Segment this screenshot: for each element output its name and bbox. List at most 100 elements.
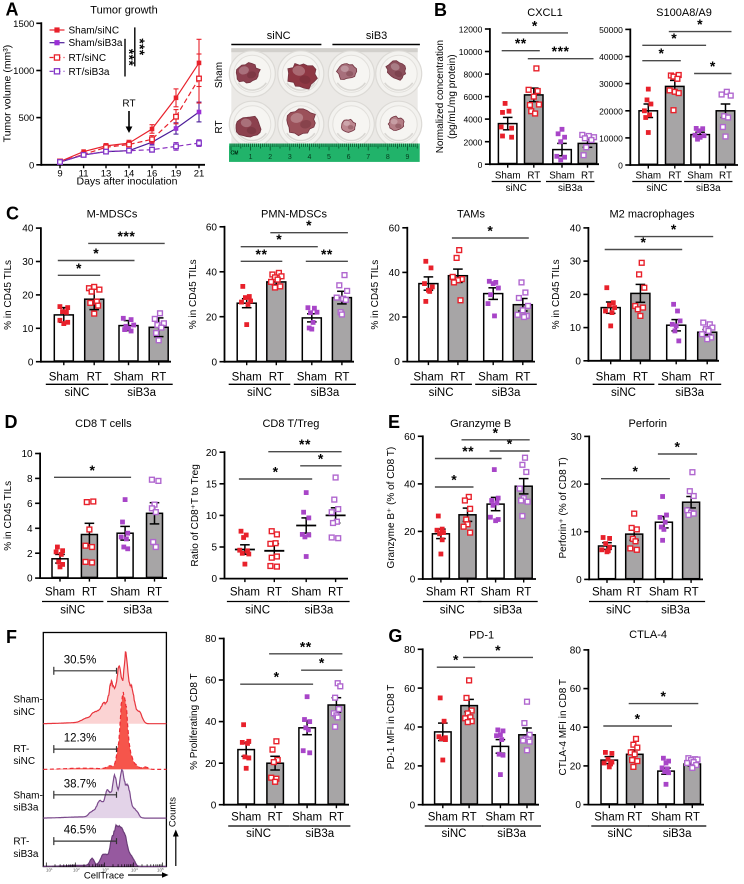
svg-text:siB3a: siB3a [305,605,334,617]
svg-text:60: 60 [389,223,401,234]
svg-text:Sham: Sham [549,170,575,181]
svg-text:siNC: siNC [13,756,35,767]
svg-text:19: 19 [171,168,182,179]
svg-text:Sham/siB3a: Sham/siB3a [69,38,123,49]
svg-text:0: 0 [394,357,400,368]
svg-text:CM: CM [231,151,239,157]
svg-text:RT/siNC: RT/siNC [69,53,107,64]
svg-text:S100A8/A9: S100A8/A9 [656,7,712,19]
svg-text:20: 20 [389,313,401,324]
svg-text:*: * [675,439,681,455]
svg-text:*: * [274,669,280,685]
svg-text:RT: RT [460,587,475,599]
svg-text:60: 60 [404,684,416,695]
svg-text:siB3a: siB3a [493,605,522,617]
svg-text:*: * [451,472,457,488]
svg-text:siB3a: siB3a [13,803,38,814]
svg-text:Sham: Sham [232,372,262,384]
svg-text:Sham: Sham [636,170,662,181]
svg-text:siNC: siNC [442,828,467,840]
svg-text:**: ** [515,35,527,51]
svg-text:*: * [532,17,538,33]
svg-text:5: 5 [327,154,331,161]
svg-text:40: 40 [206,267,218,278]
svg-text:20: 20 [206,312,218,323]
svg-text:*: * [319,655,325,671]
svg-text:M-MDSCs: M-MDSCs [87,209,138,221]
svg-text:CM: CM [231,151,239,157]
svg-text:Sham: Sham [413,372,443,384]
svg-text:siNC: siNC [65,387,90,399]
svg-text:Sham: Sham [594,812,624,824]
svg-text:RT-: RT- [13,744,29,755]
svg-text:siNC: siNC [440,605,465,617]
svg-text:30: 30 [570,257,582,268]
svg-text:***: *** [552,43,570,59]
svg-text:4000: 4000 [463,115,482,125]
svg-text:RT: RT [516,587,531,599]
svg-text:102: 102 [73,867,80,873]
svg-text:**: ** [256,246,268,262]
svg-text:80: 80 [404,645,416,656]
svg-text:siB3a: siB3a [558,183,583,194]
svg-text:50000: 50000 [599,25,623,35]
svg-text:***: *** [122,49,137,67]
svg-text:CD8 T cells: CD8 T cells [75,418,132,430]
svg-text:Tumor volume (mm³): Tumor volume (mm³) [2,45,14,143]
svg-text:siNC: siNC [611,387,636,399]
svg-text:4: 4 [27,524,33,535]
svg-text:RT: RT [268,812,283,824]
svg-text:0: 0 [575,800,581,811]
svg-text:RT: RT [147,587,162,599]
svg-text:RT: RT [82,587,97,599]
svg-text:20: 20 [570,290,582,301]
svg-text:CXCL1: CXCL1 [527,7,562,19]
svg-text:101: 101 [46,867,53,873]
svg-text:*: * [671,30,677,46]
svg-text:60: 60 [404,432,416,443]
svg-text:siB3a: siB3a [696,183,721,194]
svg-text:Sham: Sham [297,372,327,384]
svg-text:Sham/siNC: Sham/siNC [69,26,120,37]
svg-text:30: 30 [22,257,34,268]
svg-text:0: 0 [576,575,582,586]
svg-text:500: 500 [18,113,34,124]
svg-text:*: * [710,58,716,74]
svg-text:Perforin⁺ (% of CD8 T): Perforin⁺ (% of CD8 T) [558,457,569,558]
svg-text:Sham: Sham [592,587,622,599]
svg-text:0: 0 [211,574,217,585]
svg-text:*: * [697,16,703,32]
svg-text:0: 0 [575,356,581,367]
svg-text:80: 80 [570,646,582,657]
svg-text:60: 60 [570,684,582,695]
svg-text:10000: 10000 [599,134,623,144]
svg-text:RT: RT [685,812,700,824]
svg-text:RT: RT [633,372,648,384]
svg-text:CM: CM [231,151,239,157]
svg-text:8: 8 [386,154,390,161]
svg-text:3: 3 [288,154,292,161]
svg-text:0: 0 [410,575,416,586]
svg-text:*: * [507,436,513,452]
svg-text:siB3a: siB3a [123,605,152,617]
svg-text:40: 40 [22,224,34,235]
svg-text:F: F [6,627,17,647]
svg-text:RT: RT [328,587,343,599]
svg-text:RT: RT [700,372,715,384]
svg-text:Counts: Counts [168,797,179,827]
svg-text:Sham: Sham [231,812,261,824]
svg-text:CM: CM [231,151,239,157]
svg-text:***: *** [132,38,147,56]
svg-text:CM: CM [231,151,239,157]
svg-text:siNC: siNC [247,387,272,399]
svg-text:16: 16 [147,168,158,179]
svg-text:20: 20 [404,762,416,773]
svg-text:Sham-: Sham- [13,695,42,706]
svg-text:D: D [5,412,18,432]
svg-text:*: * [76,260,82,276]
svg-text:1000: 1000 [13,66,34,77]
svg-text:40: 40 [404,723,416,734]
svg-text:RT: RT [151,372,166,384]
svg-text:RT: RT [334,372,349,384]
svg-text:siNC: siNC [608,828,633,840]
